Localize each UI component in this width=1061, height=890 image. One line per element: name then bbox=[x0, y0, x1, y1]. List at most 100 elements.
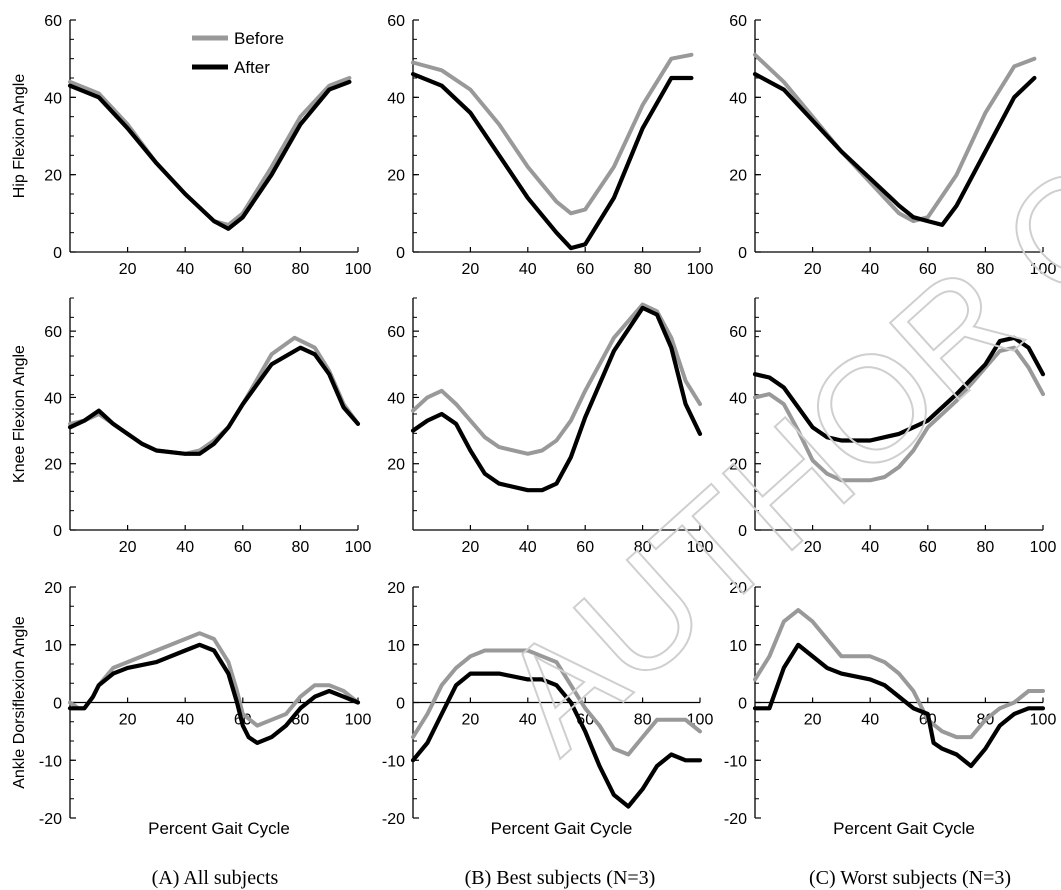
series-line-before bbox=[411, 52, 694, 216]
caption-b: (B) Best subjects (N=3) bbox=[465, 867, 656, 889]
y-tick-label: 20 bbox=[729, 457, 747, 474]
y-tick-label: 0 bbox=[53, 245, 62, 262]
x-tick-label: 80 bbox=[292, 539, 310, 556]
x-tick-label: 20 bbox=[119, 712, 137, 729]
y-tick-label: 10 bbox=[387, 638, 405, 655]
x-tick-label: 20 bbox=[119, 261, 137, 278]
series-line-after bbox=[67, 642, 361, 746]
captions: (A) All subjects (B) Best subjects (N=3)… bbox=[152, 867, 1011, 889]
y-axis-label: Knee Flexion Angle bbox=[11, 345, 28, 483]
y-tick-label: 20 bbox=[387, 457, 405, 474]
series-line-before bbox=[68, 76, 352, 227]
x-tick-label: 20 bbox=[804, 539, 822, 556]
y-tick-label: 0 bbox=[53, 523, 62, 540]
x-tick-label: 60 bbox=[919, 261, 937, 278]
y-tick-label: 40 bbox=[44, 390, 62, 407]
legend-label-after: After bbox=[234, 58, 270, 77]
watermark-text: AUTHOR CO bbox=[469, 56, 1061, 783]
x-tick-label: 40 bbox=[861, 261, 879, 278]
x-axis-label: Percent Gait Cycle bbox=[833, 819, 975, 838]
y-tick-label: 60 bbox=[729, 13, 747, 30]
x-tick-label: 80 bbox=[634, 261, 652, 278]
y-tick-label: 0 bbox=[738, 696, 747, 713]
y-tick-label: 20 bbox=[387, 168, 405, 185]
x-tick-label: 80 bbox=[977, 261, 995, 278]
y-tick-label: 10 bbox=[44, 638, 62, 655]
y-tick-label: -20 bbox=[382, 811, 405, 828]
y-tick-label: 60 bbox=[44, 324, 62, 341]
y-tick-label: 10 bbox=[729, 638, 747, 655]
x-tick-label: 40 bbox=[861, 712, 879, 729]
x-tick-label: 40 bbox=[176, 261, 194, 278]
y-tick-label: 40 bbox=[729, 390, 747, 407]
y-tick-label: 20 bbox=[729, 580, 747, 597]
y-tick-label: 40 bbox=[44, 90, 62, 107]
x-tick-label: 20 bbox=[119, 539, 137, 556]
x-tick-label: 100 bbox=[687, 539, 714, 556]
series-line-after bbox=[752, 71, 1037, 227]
y-tick-label: 20 bbox=[44, 168, 62, 185]
x-tick-label: 40 bbox=[861, 539, 879, 556]
x-tick-label: 100 bbox=[1030, 261, 1057, 278]
y-axis-label: Hip Flexion Angle bbox=[11, 74, 28, 199]
panel-a-row1: 0 20 40 60 20 40 60 80 100 Hip Flexion Angle bbox=[11, 13, 371, 278]
x-tick-label: 100 bbox=[687, 261, 714, 278]
x-tick-label: 100 bbox=[345, 539, 372, 556]
y-tick-label: 60 bbox=[729, 324, 747, 341]
series-line-before bbox=[68, 631, 360, 728]
y-axis-label: Ankle Dorsiflexion Angle bbox=[11, 616, 28, 789]
x-tick-label: 40 bbox=[519, 712, 537, 729]
series-line-before bbox=[753, 608, 1045, 740]
y-tick-label: -10 bbox=[724, 753, 747, 770]
x-tick-label: 80 bbox=[977, 539, 995, 556]
series-line-before bbox=[753, 345, 1045, 483]
series-line-before bbox=[411, 302, 702, 456]
series-line-after bbox=[410, 671, 703, 809]
x-tick-label: 100 bbox=[345, 712, 372, 729]
x-axis-label: Percent Gait Cycle bbox=[491, 819, 633, 838]
series-line-after bbox=[752, 335, 1046, 443]
caption-c: (C) Worst subjects (N=3) bbox=[809, 867, 1011, 889]
x-tick-label: 20 bbox=[804, 261, 822, 278]
series-line-after bbox=[67, 345, 361, 456]
panel-b-row1: 0 20 40 60 20 40 60 80 100 bbox=[387, 13, 713, 278]
panel-c-row2: 0 20 40 60 20 40 60 80 100 bbox=[729, 297, 1057, 556]
caption-a: (A) All subjects bbox=[152, 867, 279, 889]
x-tick-label: 100 bbox=[345, 261, 372, 278]
x-tick-label: 100 bbox=[1030, 712, 1057, 729]
y-tick-label: -20 bbox=[39, 811, 62, 828]
series-line-after bbox=[410, 71, 694, 251]
panel-a-row2: 0 20 40 60 20 40 60 80 100 Knee Flexion Angle bbox=[11, 297, 372, 556]
y-tick-label: 0 bbox=[738, 523, 747, 540]
x-tick-label: 80 bbox=[634, 712, 652, 729]
y-tick-label: 40 bbox=[387, 90, 405, 107]
x-tick-label: 40 bbox=[519, 539, 537, 556]
series-line-before bbox=[753, 52, 1037, 224]
y-tick-label: 0 bbox=[396, 696, 405, 713]
x-tick-label: 80 bbox=[634, 539, 652, 556]
x-tick-label: 60 bbox=[234, 261, 252, 278]
x-tick-label: 60 bbox=[576, 261, 594, 278]
y-tick-label: 20 bbox=[387, 580, 405, 597]
x-tick-label: 20 bbox=[462, 539, 480, 556]
y-tick-label: 40 bbox=[387, 390, 405, 407]
series-line-after bbox=[752, 642, 1046, 769]
panel-c-row1: 0 20 40 60 20 40 60 80 100 bbox=[729, 13, 1056, 278]
x-tick-label: 60 bbox=[576, 539, 594, 556]
x-tick-label: 60 bbox=[234, 539, 252, 556]
y-tick-label: 60 bbox=[387, 324, 405, 341]
y-tick-label: 0 bbox=[53, 696, 62, 713]
x-tick-label: 100 bbox=[1030, 539, 1057, 556]
x-tick-label: 80 bbox=[292, 261, 310, 278]
series-line-after bbox=[67, 79, 352, 231]
y-tick-label: 20 bbox=[729, 168, 747, 185]
y-tick-label: -10 bbox=[382, 753, 405, 770]
series-line-after bbox=[410, 305, 703, 493]
legend-label-before: Before bbox=[234, 29, 284, 48]
x-tick-label: 40 bbox=[176, 539, 194, 556]
y-tick-label: 60 bbox=[387, 13, 405, 30]
